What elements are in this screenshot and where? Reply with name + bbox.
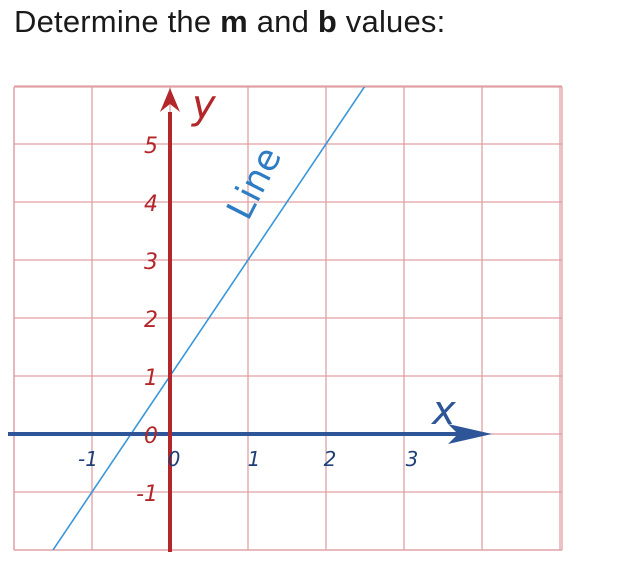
- prompt-suffix: values:: [336, 4, 446, 39]
- prompt-m: m: [220, 4, 248, 39]
- prompt-text: Determine the m and b values:: [14, 4, 445, 40]
- y-tick-label: 0: [144, 424, 158, 449]
- y-tick-label: 2: [144, 308, 158, 333]
- prompt-prefix: Determine the: [14, 4, 221, 39]
- prompt-middle: and: [247, 4, 318, 39]
- x-tick-label: 3: [406, 447, 419, 471]
- line-layer: [52, 87, 366, 550]
- grid: [13, 85, 563, 551]
- y-tick-label: 5: [144, 134, 158, 159]
- plotted-line: [52, 87, 366, 550]
- prompt-b: b: [317, 4, 337, 39]
- x-tick-label: -1: [78, 447, 98, 471]
- tick-labels: -1 0 1 2 3 -1 0 1 2 3 4 5: [78, 134, 418, 507]
- x-tick-label: 0: [168, 447, 181, 471]
- axes: [8, 88, 492, 552]
- y-tick-label: 3: [144, 250, 158, 275]
- y-tick-label: 4: [144, 192, 158, 217]
- x-axis-arrowhead: [448, 424, 492, 444]
- y-tick-label: 1: [144, 366, 158, 391]
- y-axis-arrowhead: [160, 88, 180, 112]
- x-tick-label: 2: [324, 447, 337, 471]
- x-axis-name: x: [430, 388, 456, 434]
- y-axis-name: y: [191, 82, 217, 128]
- y-tick-label: -1: [136, 482, 158, 507]
- x-tick-label: 1: [248, 447, 261, 471]
